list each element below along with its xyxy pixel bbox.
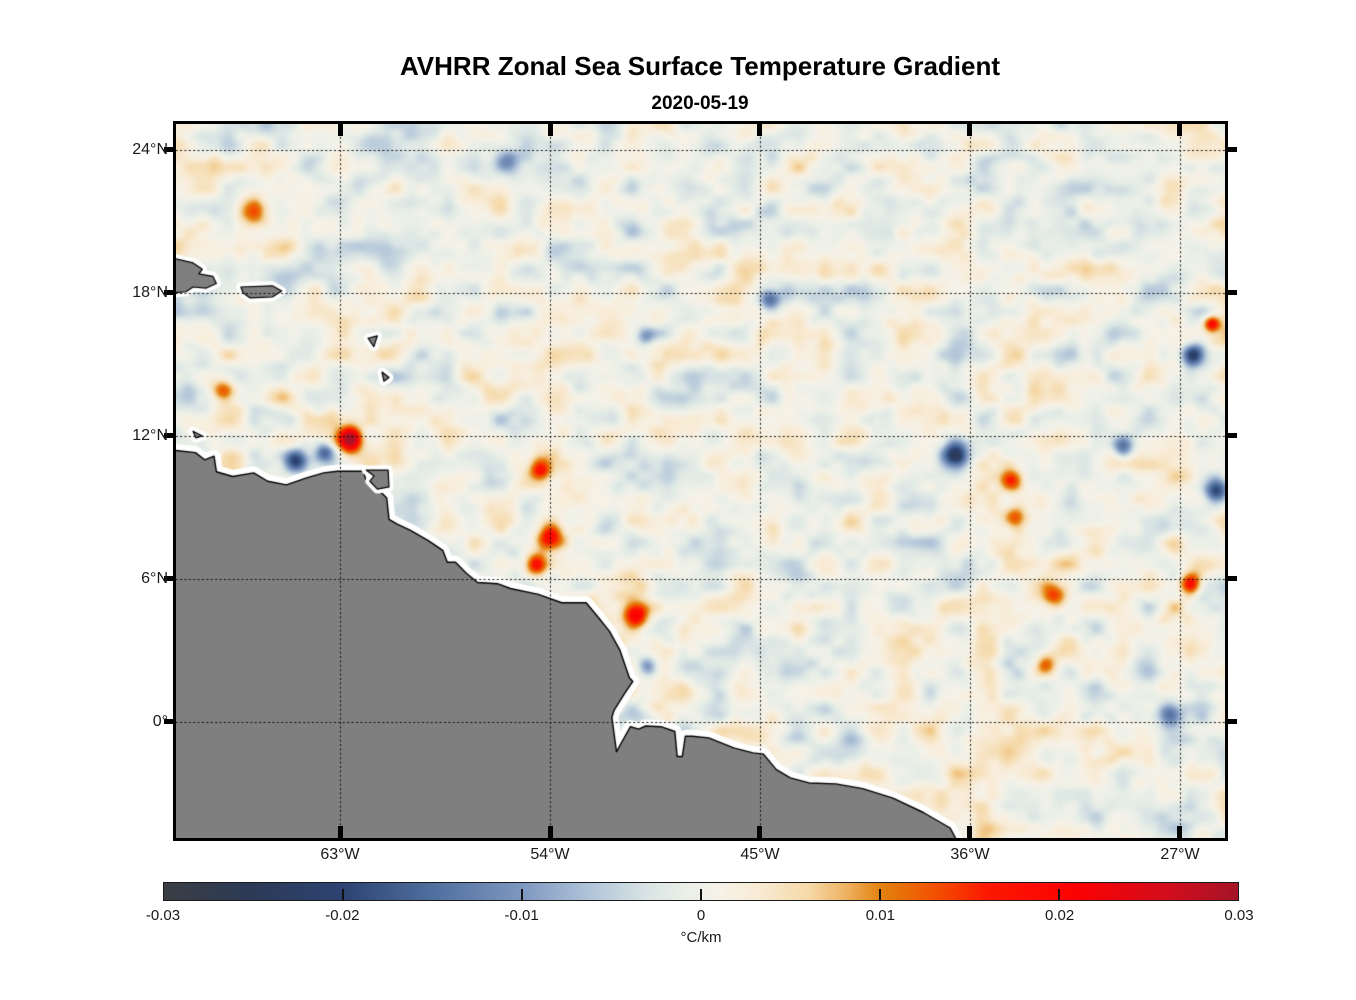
x-tick-mark: [337, 124, 343, 136]
x-tick-mark: [757, 124, 763, 136]
y-tick-mark: [1225, 576, 1237, 582]
y-tick-label: 12°N: [132, 426, 168, 444]
colorbar-tick-label: 0.03: [1224, 907, 1254, 924]
x-tick-label: 63°W: [320, 846, 360, 863]
x-tick-mark: [1177, 124, 1183, 136]
colorbar-tick-label: 0: [696, 907, 706, 924]
colorbar-tick-mark: [700, 889, 702, 900]
x-tick-mark: [547, 124, 553, 136]
colorbar-tick-mark: [342, 889, 344, 900]
x-tick-mark: [967, 124, 973, 136]
y-tick-mark: [1225, 290, 1237, 296]
colorbar-tick-label: 0.02: [1045, 907, 1075, 924]
x-tick-mark: [1177, 826, 1183, 838]
y-tick-mark: [1225, 147, 1237, 153]
chart-title: AVHRR Zonal Sea Surface Temperature Grad…: [399, 51, 1001, 81]
chart-subtitle: 2020-05-19: [651, 93, 749, 114]
colorbar-tick-label: -0.03: [145, 907, 181, 924]
y-tick-mark: [164, 576, 176, 582]
colorbar-tick-label: -0.02: [325, 907, 360, 924]
colorbar-tick-mark: [879, 889, 881, 900]
x-tick-mark: [547, 826, 553, 838]
y-tick-label: 18°N: [132, 283, 168, 301]
x-tick-mark: [337, 826, 343, 838]
x-tick-mark: [757, 826, 763, 838]
colorbar-tick-mark: [521, 889, 523, 900]
y-tick-label: 0°: [152, 712, 168, 730]
colorbar-tick-label: -0.01: [504, 907, 539, 924]
x-tick-mark: [967, 826, 973, 838]
x-tick-label: 36°W: [950, 846, 990, 863]
y-tick-mark: [164, 147, 176, 153]
y-tick-label: 6°N: [141, 569, 168, 587]
y-tick-mark: [164, 290, 176, 296]
y-tick-mark: [164, 719, 176, 725]
map-plot: [164, 121, 1237, 841]
x-tick-label: 54°W: [530, 846, 570, 863]
y-tick-mark: [1225, 719, 1237, 725]
y-tick-label: 24°N: [132, 140, 168, 158]
colorbar-tick-label: 0.01: [865, 907, 895, 924]
x-tick-label: 45°W: [740, 846, 780, 863]
map-canvas: [176, 124, 1225, 838]
y-tick-mark: [1225, 433, 1237, 439]
colorbar: [163, 882, 1239, 901]
x-tick-label: 27°W: [1160, 846, 1200, 863]
y-tick-mark: [164, 433, 176, 439]
colorbar-tick-mark: [1058, 889, 1060, 900]
colorbar-unit-label: °C/km: [680, 929, 722, 946]
